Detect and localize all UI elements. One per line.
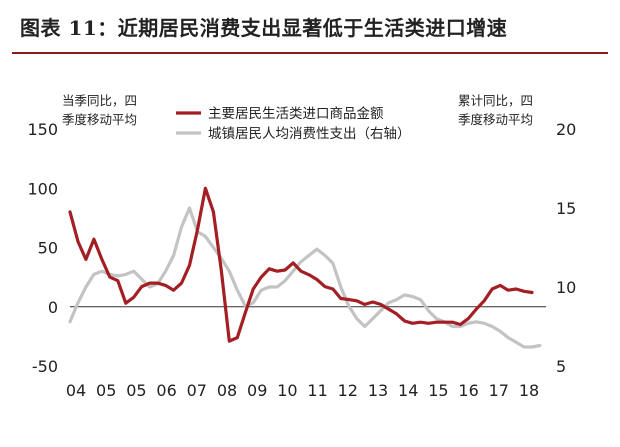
- x-tick-label: 10: [277, 381, 297, 400]
- x-tick-label: 18: [519, 381, 539, 400]
- x-tick-label: 15: [428, 381, 448, 400]
- x-tick-label: 05: [96, 381, 116, 400]
- left-unit-line: 当季同比，四: [62, 93, 137, 108]
- x-tick-label: 12: [338, 381, 358, 400]
- x-tick-label: 11: [307, 381, 327, 400]
- left-tick-label: 50: [38, 239, 58, 258]
- x-tick-label: 07: [187, 381, 207, 400]
- right-tick-label: 10: [556, 278, 576, 297]
- left-tick-label: -50: [32, 357, 58, 376]
- right-axis-ticks: 5 10 15 20: [556, 120, 576, 376]
- right-tick-label: 20: [556, 120, 576, 139]
- title-divider: [12, 52, 608, 54]
- right-unit-line: 季度移动平均: [458, 112, 533, 127]
- x-tick-label: 17: [489, 381, 509, 400]
- x-tick-label: 14: [398, 381, 418, 400]
- left-axis-ticks: -50 0 50 100 150: [27, 120, 58, 376]
- x-tick-label: 13: [368, 381, 388, 400]
- x-tick-label: 05: [126, 381, 146, 400]
- series-line-0: [68, 186, 534, 343]
- x-tick-label: 16: [458, 381, 478, 400]
- figure-title: 图表 11：近期居民消费支出显著低于生活类进口增速: [20, 16, 508, 40]
- right-tick-label: 5: [556, 357, 566, 376]
- x-tick-label: 06: [156, 381, 176, 400]
- left-tick-label: 100: [27, 179, 58, 198]
- left-tick-label: 0: [48, 298, 58, 317]
- left-tick-label: 150: [27, 120, 58, 139]
- right-unit-line: 累计同比，四: [458, 93, 533, 108]
- x-axis-ticks: 04 05 05 06 07 08 09 10 11 12 13 14 15 16 17 18: [66, 381, 539, 400]
- series-line-1: [68, 206, 542, 349]
- series-lines: [68, 186, 542, 349]
- x-tick-label: 09: [247, 381, 267, 400]
- x-tick-label: 04: [66, 381, 86, 400]
- x-tick-label: 08: [217, 381, 237, 400]
- left-unit-line: 季度移动平均: [62, 112, 137, 127]
- legend-label-1: 城镇居民人均消费性支出（右轴）: [208, 126, 411, 142]
- right-tick-label: 15: [556, 199, 576, 218]
- legend-label-0: 主要居民生活类进口商品金额: [208, 106, 384, 122]
